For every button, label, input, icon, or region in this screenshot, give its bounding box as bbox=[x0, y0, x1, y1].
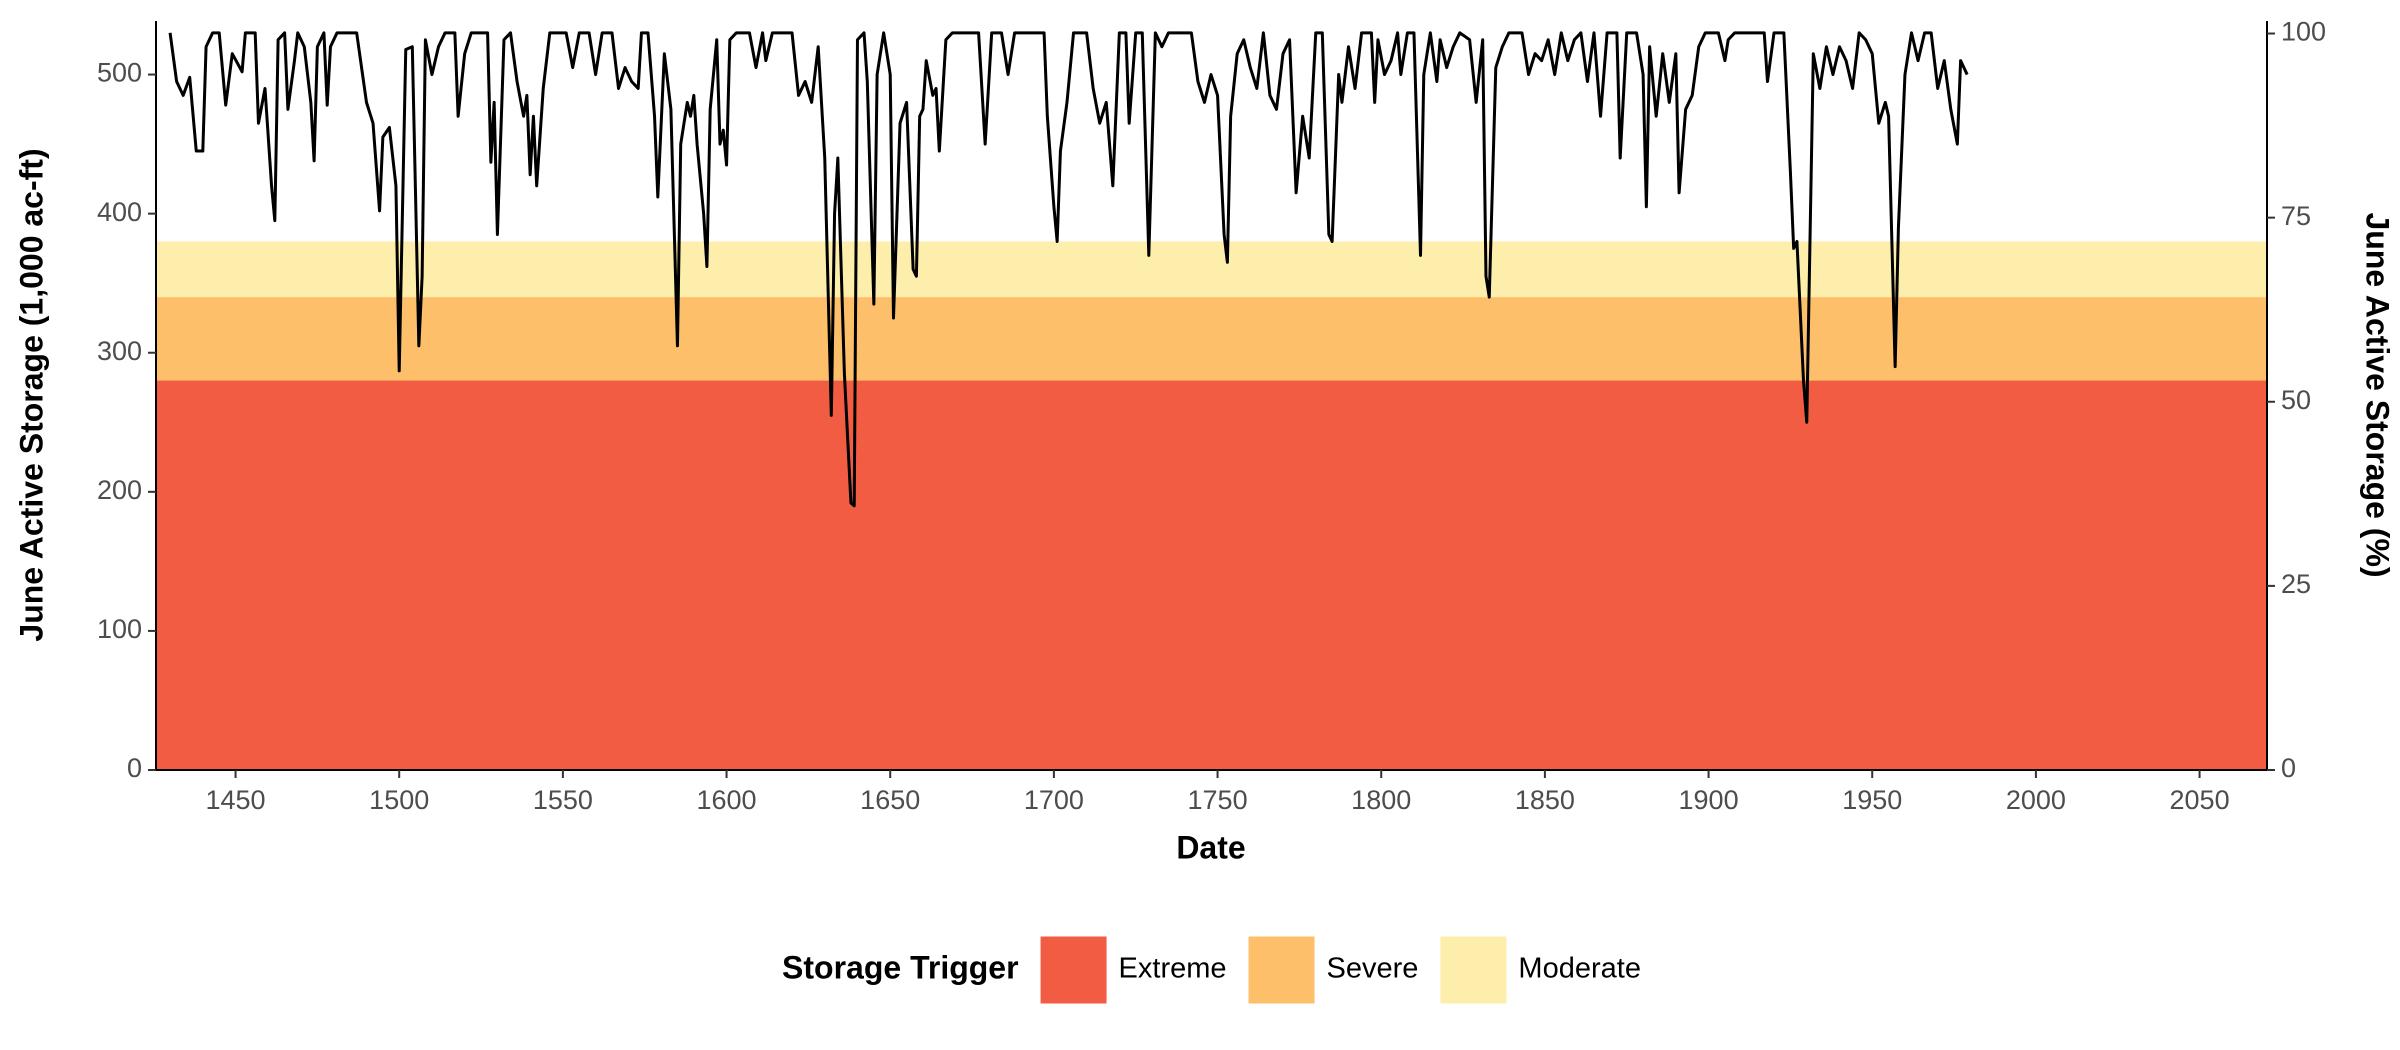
y-tick-label: 100 bbox=[97, 614, 142, 644]
x-axis-title: Date bbox=[1176, 829, 1245, 865]
y2-tick-label: 100 bbox=[2281, 17, 2326, 47]
legend-label: Moderate bbox=[1518, 953, 1641, 985]
x-tick-label: 1850 bbox=[1515, 785, 1575, 815]
legend-title: Storage Trigger bbox=[782, 949, 1019, 985]
x-tick-label: 1800 bbox=[1351, 785, 1411, 815]
legend-label: Extreme bbox=[1119, 953, 1227, 985]
x-tick-label: 1550 bbox=[533, 785, 593, 815]
y2-tick-label: 50 bbox=[2281, 385, 2311, 415]
storage-line bbox=[168, 31, 1969, 508]
x-tick-label: 1650 bbox=[860, 785, 920, 815]
legend: Storage Trigger Extreme Severe Moderate bbox=[782, 936, 1641, 1004]
y-tick-label: 200 bbox=[97, 475, 142, 505]
y-tick-label: 400 bbox=[97, 197, 142, 227]
band bbox=[156, 297, 2267, 381]
y-axis-title: June Active Storage (1,000 ac-ft) bbox=[13, 148, 49, 641]
x-tick-label: 1600 bbox=[697, 785, 757, 815]
x-tick-label: 2050 bbox=[2170, 785, 2230, 815]
legend-label: Severe bbox=[1327, 953, 1419, 985]
x-tick-label: 1700 bbox=[1024, 785, 1084, 815]
band bbox=[156, 380, 2267, 770]
legend-swatch bbox=[1040, 936, 1107, 1004]
x-tick-label: 1900 bbox=[1679, 785, 1739, 815]
x-tick-label: 1950 bbox=[1842, 785, 1902, 815]
x-tick-label: 1450 bbox=[206, 785, 266, 815]
y2-tick-label: 0 bbox=[2281, 753, 2296, 783]
y-tick-label: 300 bbox=[97, 336, 142, 366]
y-tick-label: 500 bbox=[97, 58, 142, 88]
storage-line-group bbox=[168, 31, 1969, 508]
legend-swatch bbox=[1440, 936, 1507, 1004]
y2-tick-label: 25 bbox=[2281, 569, 2311, 599]
x-tick-label: 1500 bbox=[369, 785, 429, 815]
legend-swatch bbox=[1248, 936, 1315, 1004]
y-tick-label: 0 bbox=[127, 753, 142, 783]
axes: 1450 1500 1550 1600 1650 1700 1750 1800 1850 1900… bbox=[97, 17, 2326, 815]
trigger-bands bbox=[156, 241, 2267, 770]
band bbox=[156, 241, 2267, 298]
y2-tick-label: 75 bbox=[2281, 201, 2311, 231]
y2-axis-title: June Active Storage (%) bbox=[2360, 212, 2396, 577]
x-tick-label: 1750 bbox=[1188, 785, 1248, 815]
x-tick-label: 2000 bbox=[2006, 785, 2066, 815]
